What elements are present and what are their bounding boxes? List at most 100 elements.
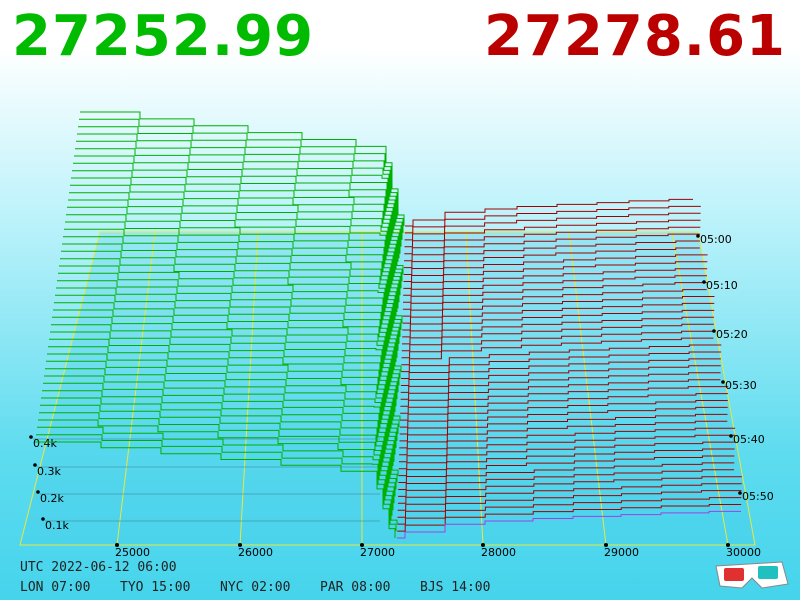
ask-curve	[400, 379, 721, 407]
ask-curve	[397, 483, 742, 511]
ask-curve	[398, 448, 735, 477]
time-label: 05:00	[700, 233, 732, 246]
ask-curve	[401, 351, 722, 379]
bid-price: 27252.99	[12, 4, 315, 69]
bid-curve	[69, 192, 400, 303]
utc-time: UTC 2022-06-12 06:00	[20, 560, 177, 575]
ask-curve	[397, 490, 742, 518]
ask-curve	[402, 282, 707, 310]
ask-curve	[397, 504, 742, 532]
depth-curves	[35, 111, 742, 539]
price-grid-line	[116, 231, 156, 546]
bid-curve	[74, 155, 399, 262]
depth-label: 0.2k	[40, 492, 64, 505]
depth-tick	[29, 435, 33, 439]
time-tick	[721, 380, 725, 384]
bid-curve	[48, 346, 397, 448]
3d-glasses-icon[interactable]	[712, 558, 792, 598]
ask-curve	[405, 198, 693, 227]
price-label: 27000	[360, 546, 395, 559]
ask-curve	[399, 406, 728, 435]
bid-curve	[56, 287, 399, 393]
bid-curve	[41, 397, 396, 497]
bid-curve	[79, 118, 404, 233]
ask-curve	[400, 372, 721, 400]
ask-curve	[399, 427, 736, 456]
price-label: 28000	[481, 546, 516, 559]
ask-curve	[403, 268, 708, 296]
bid-curve	[59, 265, 402, 372]
depth-tick	[41, 517, 45, 521]
price-tick	[481, 543, 485, 547]
bid-curve	[35, 441, 396, 538]
ask-curve	[404, 212, 701, 241]
ask-curve	[397, 476, 742, 504]
bid-curve	[40, 404, 395, 504]
bid-curve	[43, 382, 398, 483]
time-tick	[702, 280, 706, 284]
bid-curve	[46, 360, 395, 462]
city-clock: NYC 02:00	[220, 580, 291, 595]
bid-curve	[72, 170, 403, 282]
bid-curve	[66, 214, 403, 324]
bid-curve	[64, 228, 401, 337]
ask-curve	[403, 261, 708, 289]
bid-curve	[60, 258, 397, 363]
bid-curve	[47, 353, 396, 455]
price-tick	[604, 543, 608, 547]
depth-label: 0.4k	[33, 437, 57, 450]
ask-curve	[400, 393, 728, 421]
ask-curve	[397, 510, 741, 539]
ask-curve	[402, 302, 715, 331]
bid-curve	[54, 302, 397, 407]
ask-curve	[403, 247, 700, 275]
ask-curve	[401, 337, 714, 366]
ask-curve	[402, 316, 714, 345]
ask-curve	[398, 455, 735, 483]
time-tick	[696, 234, 700, 238]
price-grid-line	[568, 231, 607, 546]
ask-curve	[401, 323, 714, 352]
time-tick	[729, 434, 733, 438]
time-label: 05:30	[725, 379, 757, 392]
bid-curve	[55, 294, 398, 400]
ask-curve	[404, 226, 701, 255]
ask-curve	[400, 358, 721, 386]
ask-curve	[400, 386, 729, 414]
ask-curve	[398, 441, 735, 470]
depth-tick	[36, 490, 40, 494]
bid-curve	[52, 316, 401, 421]
bid-curve	[36, 434, 397, 532]
bid-curve	[39, 412, 394, 511]
depth-tick	[33, 463, 37, 467]
price-tick	[115, 543, 119, 547]
ask-curve	[402, 296, 715, 324]
bid-curve	[65, 221, 402, 330]
bid-curve	[44, 375, 399, 476]
city-clock: PAR 08:00	[320, 580, 391, 595]
bid-curve	[63, 236, 400, 344]
bid-curve	[37, 426, 398, 525]
price-grid-line	[465, 231, 484, 546]
price-label: 30000	[726, 546, 761, 559]
bid-curve	[70, 184, 401, 296]
time-label: 05:40	[733, 433, 765, 446]
ask-curve	[404, 233, 701, 262]
price-label: 29000	[604, 546, 639, 559]
ask-curve	[401, 330, 714, 359]
price-label: 25000	[115, 546, 150, 559]
bid-curve	[76, 140, 401, 254]
ask-curve	[403, 275, 707, 303]
ask-curve	[402, 289, 707, 317]
ask-curve	[399, 420, 728, 449]
ask-curve	[400, 365, 721, 393]
bid-curve	[38, 419, 393, 516]
price-tick	[726, 543, 730, 547]
bid-curve	[57, 280, 400, 386]
depth-label: 0.1k	[45, 519, 69, 532]
bid-curve	[77, 133, 402, 247]
time-label: 05:50	[742, 490, 774, 503]
ask-curve	[399, 434, 735, 463]
